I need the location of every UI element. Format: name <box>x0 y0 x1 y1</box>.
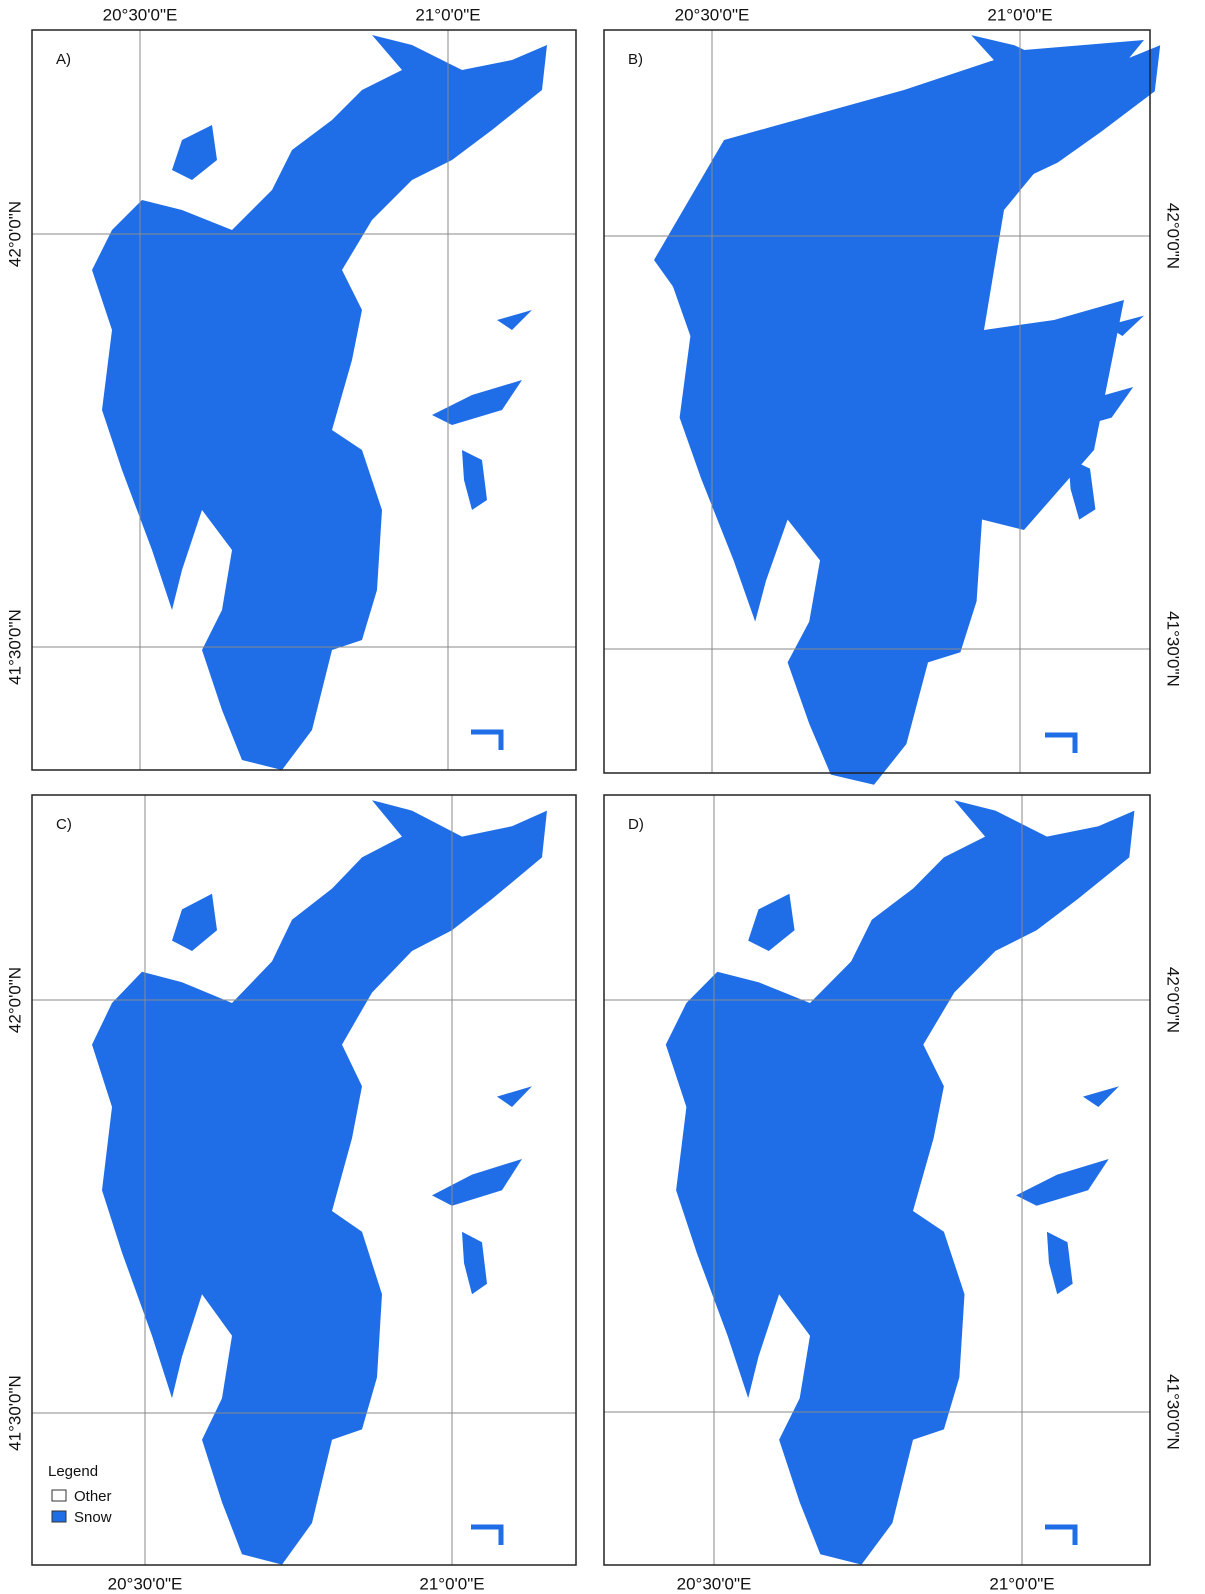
panel-label: C) <box>56 816 72 833</box>
legend-swatch <box>51 1489 67 1502</box>
snow-area <box>92 800 547 1565</box>
panel-frame <box>603 794 1151 1566</box>
legend-swatch <box>51 1510 67 1523</box>
north-arrow <box>471 1524 504 1545</box>
legend-item: Other <box>74 1488 112 1505</box>
lat-label: 41°30'0"N <box>5 609 24 685</box>
snow-area <box>92 35 547 770</box>
lon-label: 20°30'0"E <box>675 5 750 24</box>
legend-title: Legend <box>48 1463 98 1480</box>
legend: Legend Other Snow <box>48 1463 112 1526</box>
north-arrow <box>471 729 504 750</box>
lat-label: 42°0'0"N <box>1164 203 1183 269</box>
map-panel: C) 20°30'0"E 21°0'0"E 42°0'0"N 41°30'0"N <box>5 794 577 1593</box>
lon-label: 21°0'0"E <box>989 1574 1054 1593</box>
lon-label: 21°0'0"E <box>987 5 1052 24</box>
lon-label: 20°30'0"E <box>108 1574 183 1593</box>
panel-label: D) <box>628 816 644 833</box>
north-arrow <box>1045 732 1078 753</box>
north-arrow <box>1045 1524 1078 1545</box>
lon-label: 20°30'0"E <box>677 1574 752 1593</box>
lon-label: 21°0'0"E <box>419 1574 484 1593</box>
panel-label: A) <box>56 51 71 68</box>
lat-label: 41°30'0"N <box>1164 611 1183 687</box>
lon-label: 21°0'0"E <box>415 5 480 24</box>
panel-frame <box>31 29 577 771</box>
panel-frame <box>603 29 1151 774</box>
lat-label: 42°0'0"N <box>1164 967 1183 1033</box>
legend-item: Snow <box>74 1509 112 1526</box>
map-panel: D) 20°30'0"E 21°0'0"E 42°0'0"N 41°30'0"N <box>603 794 1183 1593</box>
lat-label: 41°30'0"N <box>1164 1374 1183 1450</box>
lon-label: 20°30'0"E <box>103 5 178 24</box>
panel-label: B) <box>628 51 643 68</box>
map-panel: B) 20°30'0"E 21°0'0"E 42°0'0"N 41°30'0"N <box>603 5 1183 785</box>
snow-area <box>654 40 1144 530</box>
lat-label: 42°0'0"N <box>5 201 24 267</box>
lat-label: 42°0'0"N <box>5 967 24 1033</box>
panel-frame <box>31 794 577 1566</box>
snow-area <box>665 800 1135 1565</box>
lat-label: 41°30'0"N <box>5 1375 24 1451</box>
map-panel: A) 20°30'0"E 21°0'0"E 42°0'0"N 41°30'0"N <box>5 5 577 771</box>
